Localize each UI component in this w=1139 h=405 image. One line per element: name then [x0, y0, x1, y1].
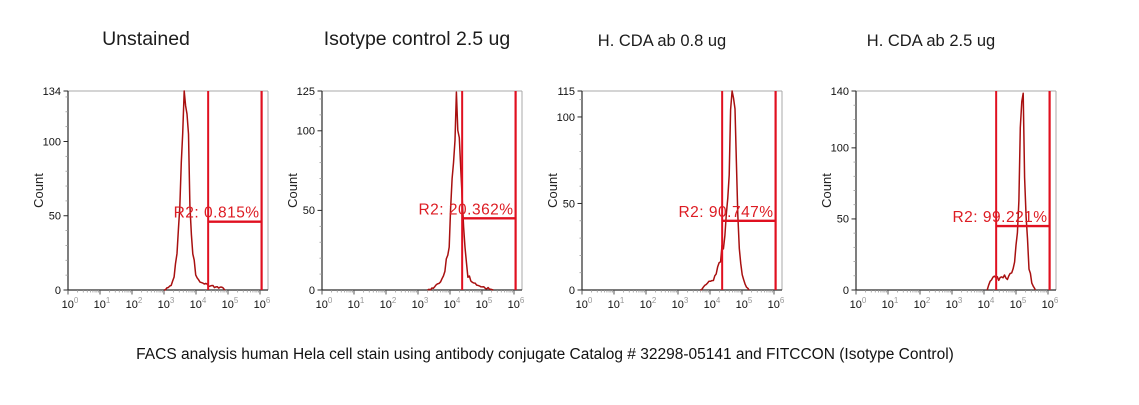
gate-r2-label: R2: 0.815%	[174, 205, 260, 222]
panel-title-cda-ab-0-8: H. CDA ab 0.8 ug	[597, 32, 727, 50]
histogram-curve	[700, 90, 750, 291]
y-tick-label: 115	[557, 86, 575, 98]
facs-histogram-panel-cda-ab-0-8: 0 50 100 115 100 101 102 103 104 105 106 Count R2: 9…	[545, 86, 785, 311]
x-tick-label: 100	[316, 296, 333, 311]
x-tick-label: 100	[576, 296, 593, 311]
y-tick-label: 50	[837, 214, 849, 226]
y-tick-label: 0	[843, 285, 849, 297]
y-tick-label: 0	[55, 285, 61, 297]
x-tick-label: 105	[222, 296, 239, 311]
y-tick-label: 50	[49, 211, 61, 223]
x-tick-label: 100	[62, 296, 79, 311]
gate-r2-label: R2: 20.362%	[418, 201, 513, 218]
y-tick-label: 100	[297, 126, 315, 138]
panel-title-unstained: Unstained	[102, 28, 190, 50]
x-tick-label: 101	[608, 296, 625, 311]
x-tick-label: 104	[190, 296, 207, 311]
y-tick-label: 0	[569, 285, 575, 297]
y-tick-label: 140	[831, 86, 849, 98]
y-tick-label: 100	[831, 143, 849, 155]
histogram-curve	[163, 90, 226, 291]
x-tick-label: 105	[1010, 296, 1027, 311]
x-tick-label: 104	[444, 296, 461, 311]
x-tick-label: 104	[978, 296, 995, 311]
y-tick-label: 125	[297, 86, 315, 98]
facs-histogram-panel-cda-ab-2-5: 0 50 100 140 100 101 102 103 104 105 106 Count R2: 9…	[819, 86, 1059, 311]
y-axis-label: Count	[285, 173, 300, 208]
histogram-curve	[986, 92, 1036, 291]
x-tick-label: 105	[476, 296, 493, 311]
gate-r2-label: R2: 99.221%	[952, 209, 1047, 226]
y-tick-label: 100	[557, 112, 575, 124]
x-tick-label: 102	[380, 296, 397, 311]
y-tick-label: 50	[303, 205, 315, 217]
x-tick-label: 103	[672, 296, 689, 311]
facs-histogram-panel-unstained: 0 50 100 134 100 101 102 103 104 105 106 Count R2: 0…	[31, 86, 271, 311]
x-tick-label: 106	[1042, 296, 1059, 311]
gate-r2-label: R2: 90.747%	[678, 204, 773, 221]
y-tick-label: 134	[43, 86, 61, 98]
y-tick-label: 100	[43, 136, 61, 148]
y-axis-label: Count	[819, 173, 834, 208]
panel-title-isotype-control: Isotype control 2.5 ug	[323, 28, 511, 50]
y-axis-label: Count	[31, 173, 46, 208]
x-tick-label: 104	[704, 296, 721, 311]
y-tick-label: 0	[309, 285, 315, 297]
x-tick-label: 101	[94, 296, 111, 311]
x-tick-label: 102	[640, 296, 657, 311]
x-tick-label: 103	[158, 296, 175, 311]
x-tick-label: 102	[126, 296, 143, 311]
x-tick-label: 103	[946, 296, 963, 311]
x-tick-label: 105	[736, 296, 753, 311]
y-axis-label: Count	[545, 173, 560, 208]
x-tick-label: 101	[348, 296, 365, 311]
panel-title-cda-ab-2-5: H. CDA ab 2.5 ug	[866, 32, 996, 50]
x-tick-label: 100	[850, 296, 867, 311]
histogram-curve	[427, 91, 494, 291]
facs-histogram-panel-isotype-control: 0 50 100 125 100 101 102 103 104 105 106 Count R2: 2…	[285, 86, 525, 311]
x-tick-label: 102	[914, 296, 931, 311]
x-tick-label: 106	[254, 296, 271, 311]
x-tick-label: 106	[768, 296, 785, 311]
y-tick-label: 50	[563, 198, 575, 210]
x-tick-label: 103	[412, 296, 429, 311]
x-tick-label: 101	[882, 296, 899, 311]
figure-caption: FACS analysis human Hela cell stain usin…	[136, 346, 954, 363]
x-tick-label: 106	[508, 296, 525, 311]
